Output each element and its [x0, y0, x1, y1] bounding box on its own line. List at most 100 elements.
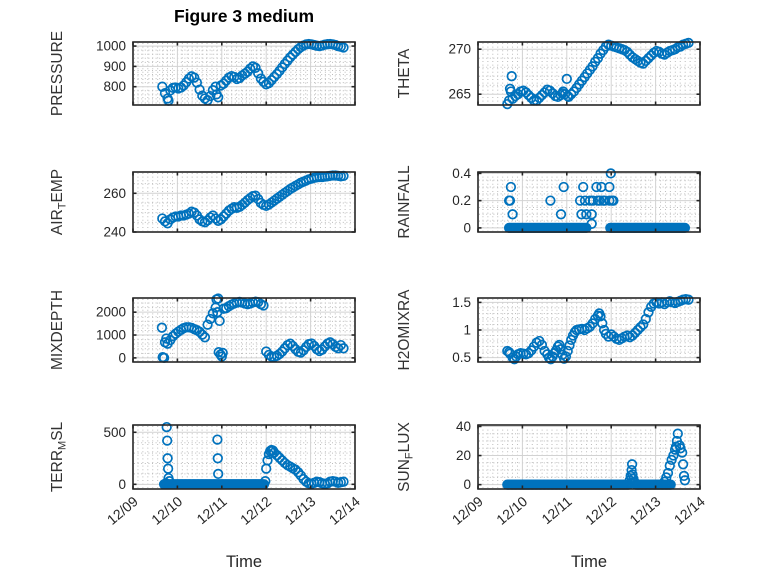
- data-point: [215, 214, 227, 225]
- svg-text:12/13: 12/13: [626, 493, 663, 528]
- data-point: [332, 343, 344, 354]
- data-point: [183, 73, 195, 84]
- data-point: [664, 460, 675, 471]
- svg-text:12/11: 12/11: [193, 493, 229, 527]
- data-point: [156, 322, 168, 333]
- data-point: [507, 209, 518, 220]
- data-point: [520, 87, 532, 98]
- data-point: [534, 92, 545, 103]
- axes-box: [132, 41, 356, 106]
- y-tick-labels: 0 0.2 0.4: [452, 166, 471, 236]
- data-point: [207, 308, 219, 319]
- axes-box: [132, 171, 356, 233]
- svg-text:40: 40: [456, 419, 471, 434]
- data-point: [544, 85, 556, 96]
- data-point: [626, 459, 638, 470]
- data-point: [189, 72, 200, 83]
- data-point: [595, 311, 606, 322]
- svg-text:500: 500: [103, 425, 126, 440]
- data-point: [212, 453, 223, 464]
- data-point: [643, 53, 654, 64]
- data-point: [632, 324, 643, 336]
- scatter-series: [157, 38, 349, 106]
- svg-text:1.5: 1.5: [452, 295, 471, 310]
- svg-text:900: 900: [103, 59, 126, 74]
- data-point: [564, 340, 575, 351]
- data-point: [253, 68, 264, 79]
- data-point: [558, 181, 569, 193]
- data-point: [578, 181, 589, 193]
- svg-text:0: 0: [463, 220, 471, 235]
- svg-text:270: 270: [448, 42, 471, 57]
- y-axis-label: THETA: [396, 48, 413, 98]
- y-tick-labels: 800 900 1000: [96, 39, 126, 95]
- svg-text:12/12: 12/12: [582, 493, 619, 528]
- data-point: [576, 209, 587, 220]
- data-point: [161, 421, 172, 433]
- svg-text:12/10: 12/10: [493, 493, 530, 528]
- data-point: [643, 307, 654, 318]
- axes-box: [477, 424, 701, 490]
- data-point: [555, 344, 566, 355]
- data-point: [562, 345, 573, 357]
- data-point: [555, 209, 567, 220]
- data-point: [672, 428, 683, 439]
- data-point: [215, 349, 226, 360]
- data-point: [271, 450, 283, 461]
- data-point: [640, 55, 651, 67]
- data-point: [164, 476, 175, 487]
- data-point: [678, 470, 690, 482]
- data-point: [279, 58, 290, 70]
- data-point: [586, 209, 597, 220]
- data-point: [640, 313, 651, 325]
- data-point: [316, 344, 328, 355]
- data-point: [679, 475, 691, 486]
- axes-box: [477, 297, 701, 363]
- data-point: [285, 338, 296, 349]
- data-point: [683, 294, 694, 305]
- axes-box: [477, 171, 701, 233]
- data-point: [338, 42, 349, 53]
- svg-text:800: 800: [103, 79, 126, 94]
- subplot-rainfall: 0 0.2 0.4 RAINFALL: [396, 165, 701, 239]
- scatter-series: [502, 293, 694, 365]
- svg-text:0: 0: [118, 350, 126, 365]
- data-point: [505, 181, 517, 193]
- y-axis-label: AIRTEMP: [49, 169, 69, 235]
- data-point: [285, 52, 296, 63]
- data-point: [561, 73, 572, 85]
- data-point: [194, 84, 205, 95]
- data-point: [523, 89, 534, 101]
- svg-text:1000: 1000: [96, 39, 126, 54]
- x-axis-title-right: Time: [570, 553, 608, 571]
- data-point: [605, 168, 616, 179]
- data-point: [338, 476, 349, 487]
- data-point: [638, 319, 649, 330]
- data-point: [260, 476, 271, 487]
- figure-title: Figure 3 medium: [173, 6, 315, 26]
- data-point: [202, 319, 213, 330]
- svg-text:260: 260: [103, 186, 126, 201]
- y-tick-labels: 0 500: [103, 425, 126, 492]
- data-point: [563, 91, 574, 103]
- svg-text:12/12: 12/12: [237, 493, 274, 528]
- data-point: [630, 327, 641, 338]
- x-tick-labels: 12/09 12/10 12/11 12/12 12/13 12/14: [449, 493, 708, 528]
- data-point: [239, 68, 251, 79]
- y-tick-labels: 240 260: [103, 186, 126, 240]
- data-point: [287, 340, 298, 352]
- data-point: [217, 347, 228, 359]
- svg-text:12/09: 12/09: [449, 493, 486, 528]
- data-point: [207, 210, 219, 221]
- data-point: [627, 469, 638, 480]
- subplot-mixdepth: 0 1000 2000 MIXDEPTH: [49, 290, 356, 370]
- x-axis-title-left: Time: [225, 553, 263, 571]
- data-point: [335, 339, 346, 351]
- data-point: [213, 468, 224, 480]
- data-point: [212, 434, 223, 445]
- data-point: [554, 339, 565, 351]
- data-point: [536, 89, 548, 101]
- data-point: [608, 195, 619, 206]
- y-axis-label: MIXDEPTH: [49, 290, 66, 370]
